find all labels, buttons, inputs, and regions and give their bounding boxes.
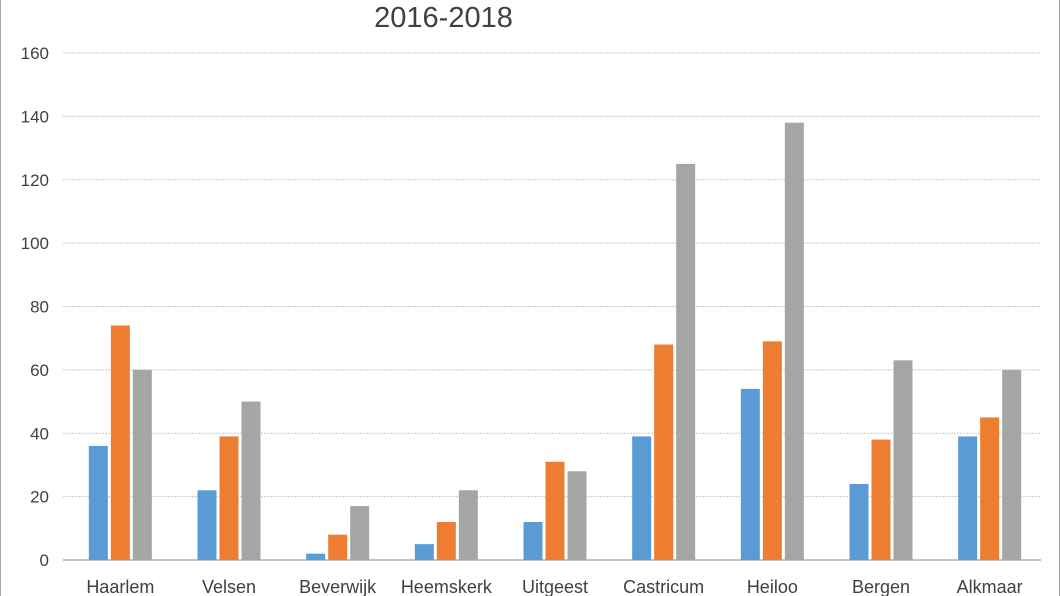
x-category-label: Alkmaar <box>957 577 1023 596</box>
bar-bergen-2017 <box>871 439 891 560</box>
x-category-label: Heiloo <box>747 577 798 596</box>
bar-alkmaar-2017 <box>980 417 1000 560</box>
bar-bergen-2018 <box>893 360 913 560</box>
bar-uitgeest-2018 <box>567 471 587 560</box>
bar-heemskerk-2018 <box>458 490 478 560</box>
bar-heiloo-2018 <box>784 122 804 561</box>
y-tick-label: 40 <box>30 424 49 443</box>
y-tick-label: 80 <box>30 298 49 317</box>
x-axis-categories: Haarlem Velsen Beverwijk Heemskerk Uitgeest C… <box>86 577 1022 596</box>
bar-castricum-2018 <box>676 163 696 560</box>
y-tick-label: 100 <box>21 234 49 253</box>
bar-haarlem-2017 <box>110 325 130 560</box>
y-tick-label: 120 <box>21 171 49 190</box>
bar-heiloo-2016 <box>740 388 760 560</box>
x-category-label: Haarlem <box>86 577 154 596</box>
chart-title: 2016-2018 <box>374 2 513 34</box>
x-category-label: Beverwijk <box>299 577 377 596</box>
y-tick-label: 20 <box>30 488 49 507</box>
bar-beverwijk-2018 <box>350 506 370 560</box>
y-tick-label: 140 <box>21 107 49 126</box>
bar-uitgeest-2017 <box>545 461 565 560</box>
x-category-label: Bergen <box>852 577 910 596</box>
bar-beverwijk-2017 <box>328 534 348 560</box>
bar-bergen-2016 <box>849 483 869 560</box>
bar-castricum-2016 <box>632 436 652 560</box>
bar-uitgeest-2016 <box>523 521 543 560</box>
bar-velsen-2018 <box>241 401 261 560</box>
bar-castricum-2017 <box>654 344 674 560</box>
bar-alkmaar-2018 <box>1002 369 1022 560</box>
bar-alkmaar-2016 <box>958 436 978 560</box>
bar-velsen-2017 <box>219 436 239 560</box>
bar-haarlem-2016 <box>88 445 108 560</box>
x-category-label: Velsen <box>202 577 256 596</box>
bars <box>88 122 1022 561</box>
y-tick-label: 60 <box>30 361 49 380</box>
x-category-label: Uitgeest <box>522 577 588 596</box>
x-category-label: Castricum <box>623 577 704 596</box>
bar-haarlem-2018 <box>132 369 152 560</box>
bar-heemskerk-2016 <box>414 544 434 560</box>
bar-heemskerk-2017 <box>436 521 456 560</box>
y-axis-ticks: 0 20 40 60 80 100 120 140 160 <box>21 44 49 570</box>
y-tick-label: 0 <box>40 551 49 570</box>
bar-velsen-2016 <box>197 490 217 560</box>
bar-heiloo-2017 <box>762 341 782 560</box>
bar-beverwijk-2016 <box>306 553 326 560</box>
y-tick-label: 160 <box>21 44 49 63</box>
x-category-label: Heemskerk <box>401 577 493 596</box>
